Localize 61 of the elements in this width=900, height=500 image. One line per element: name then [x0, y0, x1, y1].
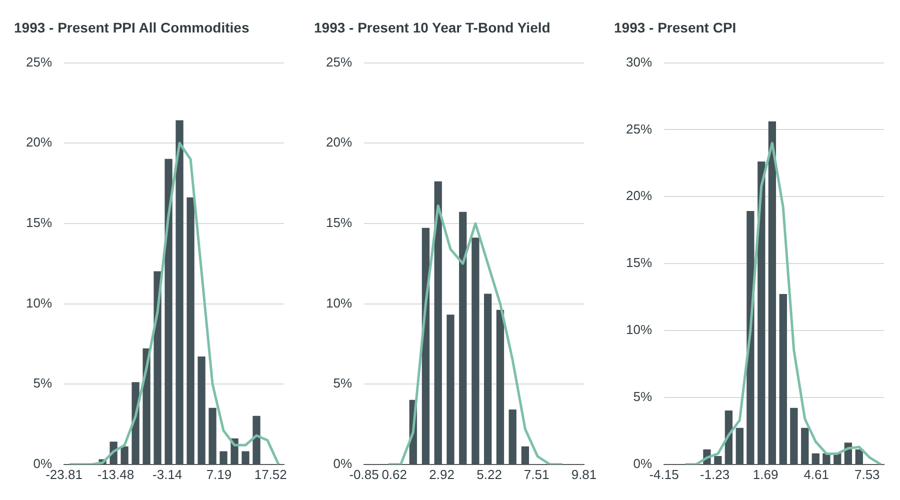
bar — [736, 428, 744, 464]
x-tick-label: 0.62 — [382, 466, 408, 482]
x-tick-label: 4.61 — [804, 466, 830, 482]
x-tick-label: 7.19 — [206, 466, 232, 482]
bar — [801, 428, 809, 464]
y-tick-label: 5% — [333, 376, 352, 391]
x-tick-label: 7.51 — [524, 466, 550, 482]
y-tick-label: 20% — [326, 134, 352, 150]
bar — [484, 294, 492, 464]
bar — [164, 158, 172, 464]
y-tick-label: 15% — [26, 215, 52, 230]
y-tick-label: 10% — [626, 322, 652, 338]
bar — [790, 408, 798, 464]
y-tick-label: 20% — [26, 134, 52, 150]
bar — [446, 314, 454, 464]
y-tick-label: 30% — [626, 54, 652, 70]
y-tick-label: 10% — [26, 295, 52, 310]
y-tick-label: 10% — [326, 295, 352, 310]
x-tick-label: 1.69 — [752, 466, 778, 482]
bar — [768, 121, 776, 464]
y-tick-label: 15% — [326, 215, 352, 230]
bar — [120, 446, 128, 464]
y-tick-label: 25% — [626, 121, 652, 136]
bar — [714, 456, 722, 464]
x-tick-label: 2.92 — [429, 466, 454, 482]
y-tick-label: 20% — [626, 188, 652, 204]
bar — [252, 416, 260, 464]
bar — [779, 294, 787, 464]
bar — [434, 181, 442, 464]
chart-title: 1993 - Present CPI — [614, 19, 736, 36]
bar — [198, 356, 206, 464]
x-tick-label: -13.48 — [97, 466, 134, 482]
bar — [508, 409, 516, 464]
y-tick-label: 25% — [26, 54, 52, 70]
bar — [154, 271, 162, 464]
bar — [220, 451, 228, 464]
y-tick-label: 5% — [33, 376, 52, 391]
bar — [812, 453, 820, 464]
bar — [176, 120, 184, 464]
x-tick-label: 5.22 — [476, 466, 502, 482]
x-tick-label: 7.53 — [854, 466, 880, 482]
chart-title: 1993 - Present 10 Year T-Bond Yield — [314, 19, 550, 36]
bar — [521, 446, 530, 464]
bar — [459, 212, 467, 464]
x-tick-label: 17.52 — [254, 466, 287, 482]
bar — [855, 449, 863, 464]
chart-title: 1993 - Present PPI All Commodities — [14, 19, 250, 36]
bar — [142, 348, 150, 464]
x-tick-label: 9.81 — [571, 466, 597, 482]
bar — [758, 162, 766, 464]
bar — [822, 453, 830, 464]
bar — [472, 238, 480, 464]
y-tick-label: 5% — [633, 389, 652, 404]
bar — [242, 451, 250, 464]
y-tick-label: 25% — [326, 54, 352, 70]
x-tick-label: -1.23 — [700, 466, 730, 482]
y-tick-label: 15% — [626, 255, 652, 270]
bar — [496, 310, 504, 464]
bar — [186, 197, 194, 464]
bar — [208, 408, 216, 464]
x-tick-label: -3.14 — [152, 466, 182, 482]
